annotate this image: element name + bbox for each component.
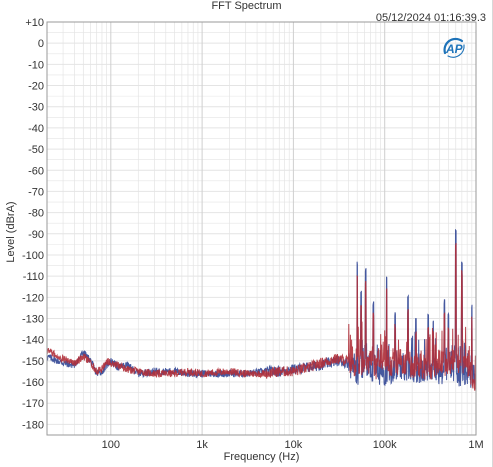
x-tick-labels: 100 1k 10k 100k 1M — [102, 439, 484, 451]
y-tick-label: -120 — [22, 292, 44, 304]
chart-title: FFT Spectrum — [211, 0, 282, 12]
y-tick-label: -50 — [28, 144, 44, 156]
y-tick-label: -130 — [22, 314, 44, 326]
ap-logo-text: AP — [445, 42, 464, 56]
y-tick-label: -90 — [28, 229, 44, 241]
series-layer — [46, 229, 477, 391]
y-tick-label: -40 — [28, 123, 44, 135]
series-trace-2 — [46, 242, 477, 391]
y-tick-label: -180 — [22, 419, 44, 431]
y-tick-label: -100 — [22, 250, 44, 262]
y-tick-label: +10 — [25, 17, 44, 29]
y-tick-label: -70 — [28, 186, 44, 198]
x-tick-label: 100 — [102, 439, 120, 451]
y-tick-label: -140 — [22, 335, 44, 347]
y-tick-label: -10 — [28, 59, 44, 71]
x-tick-label: 1k — [196, 439, 208, 451]
y-tick-label: -110 — [23, 271, 44, 283]
y-tick-label: -160 — [22, 377, 44, 389]
plot-frame — [46, 21, 477, 436]
y-tick-label: -170 — [22, 398, 44, 410]
y-tick-labels: +10 0 -10 -20 -30 -40 -50 -60 -70 -80 -90 -100 -110 -… — [22, 17, 44, 431]
y-tick-label: 0 — [38, 38, 44, 50]
x-tick-label: 100k — [373, 439, 397, 451]
x-axis-label: Frequency (Hz) — [223, 451, 300, 463]
y-tick-label: -60 — [28, 165, 44, 177]
y-tick-label: -80 — [28, 208, 44, 220]
x-tick-label: 10k — [285, 439, 303, 451]
x-tick-label: 1M — [468, 439, 483, 451]
y-tick-label: -20 — [28, 81, 44, 93]
ap-logo: AP — [442, 37, 466, 64]
y-tick-label: -30 — [28, 102, 44, 114]
y-tick-label: -150 — [22, 356, 44, 368]
chart-timestamp: 05/12/2024 01:16:39.3 — [375, 12, 486, 24]
